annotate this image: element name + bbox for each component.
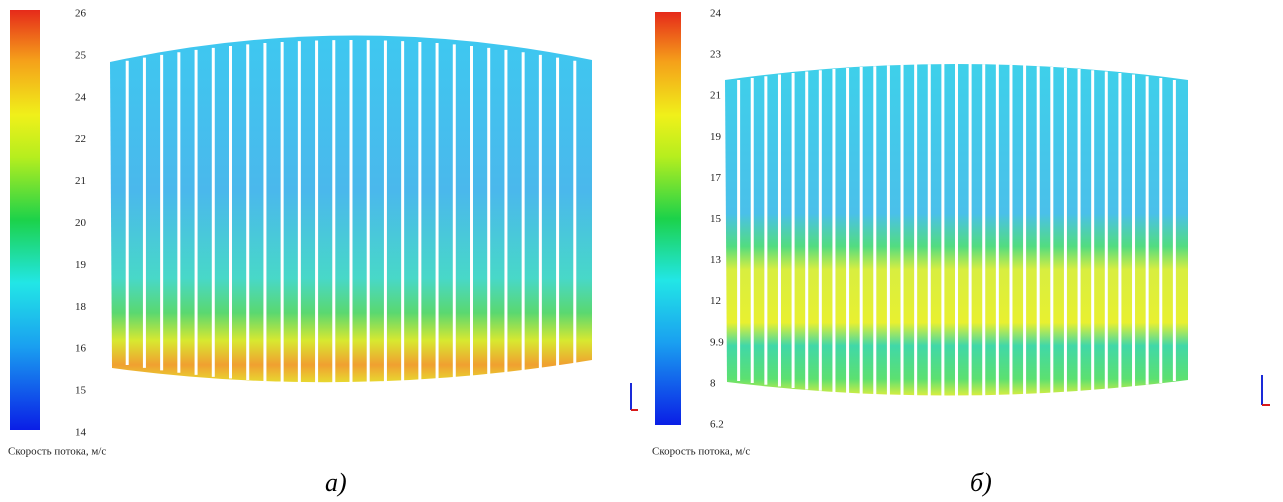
- colorbar: [655, 12, 681, 425]
- colorbar-tick-label: 17: [710, 172, 722, 184]
- colorbar-label: Скорость потока, м/с: [8, 446, 106, 458]
- colorbar-tick-label: 24: [710, 8, 722, 20]
- colorbar-tick-label: 25: [75, 49, 87, 61]
- colorbar-label: Скорость потока, м/с: [652, 446, 750, 458]
- colorbar-tick-label: 18: [75, 301, 87, 313]
- colorbar-tick-label: 13: [710, 254, 722, 266]
- colorbar-tick-label: 20: [75, 217, 87, 229]
- colorbar-tick-label: 15: [75, 385, 87, 397]
- colorbar: [10, 10, 40, 430]
- slats: [125, 40, 1176, 397]
- colorbar-tick-label: 15: [710, 213, 722, 225]
- colorbar-tick-label: 24: [75, 91, 87, 103]
- colorbar-tick-label: 22: [75, 133, 86, 145]
- colorbar-tick-label: 19: [710, 131, 722, 143]
- colorbar-tick-label: 26: [75, 8, 87, 20]
- caption: а): [325, 468, 347, 497]
- colorbar-tick-label: 8: [710, 377, 716, 389]
- colorbar-tick-label: 23: [710, 49, 722, 61]
- colorbar-tick-label: 21: [710, 90, 721, 102]
- axis-triad: [630, 375, 1270, 411]
- caption: б): [970, 468, 992, 497]
- colorbar-tick-label: 12: [710, 295, 721, 307]
- colorbar-tick-label: 6.2: [710, 419, 724, 431]
- colorbar-tick-label: 16: [75, 343, 87, 355]
- colorbar-tick-label: 14: [75, 427, 87, 439]
- colorbar-tick-label: 9.9: [710, 336, 724, 348]
- colorbar-tick-label: 21: [75, 175, 86, 187]
- colorbar-tick-label: 19: [75, 259, 87, 271]
